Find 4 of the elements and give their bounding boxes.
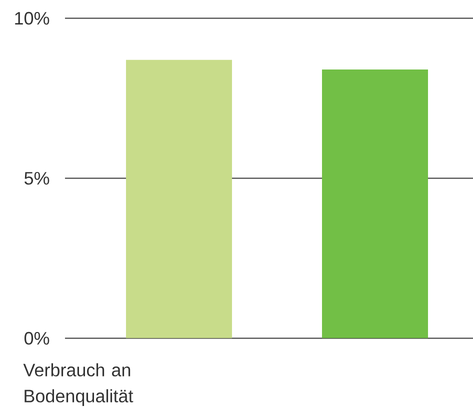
- y-tick-label: 0%: [24, 332, 50, 345]
- y-tick-label: 5%: [24, 172, 50, 185]
- y-tick-label: 10%: [15, 12, 50, 25]
- x-axis-title: Verbrauch an Bodenqualität: [23, 363, 134, 406]
